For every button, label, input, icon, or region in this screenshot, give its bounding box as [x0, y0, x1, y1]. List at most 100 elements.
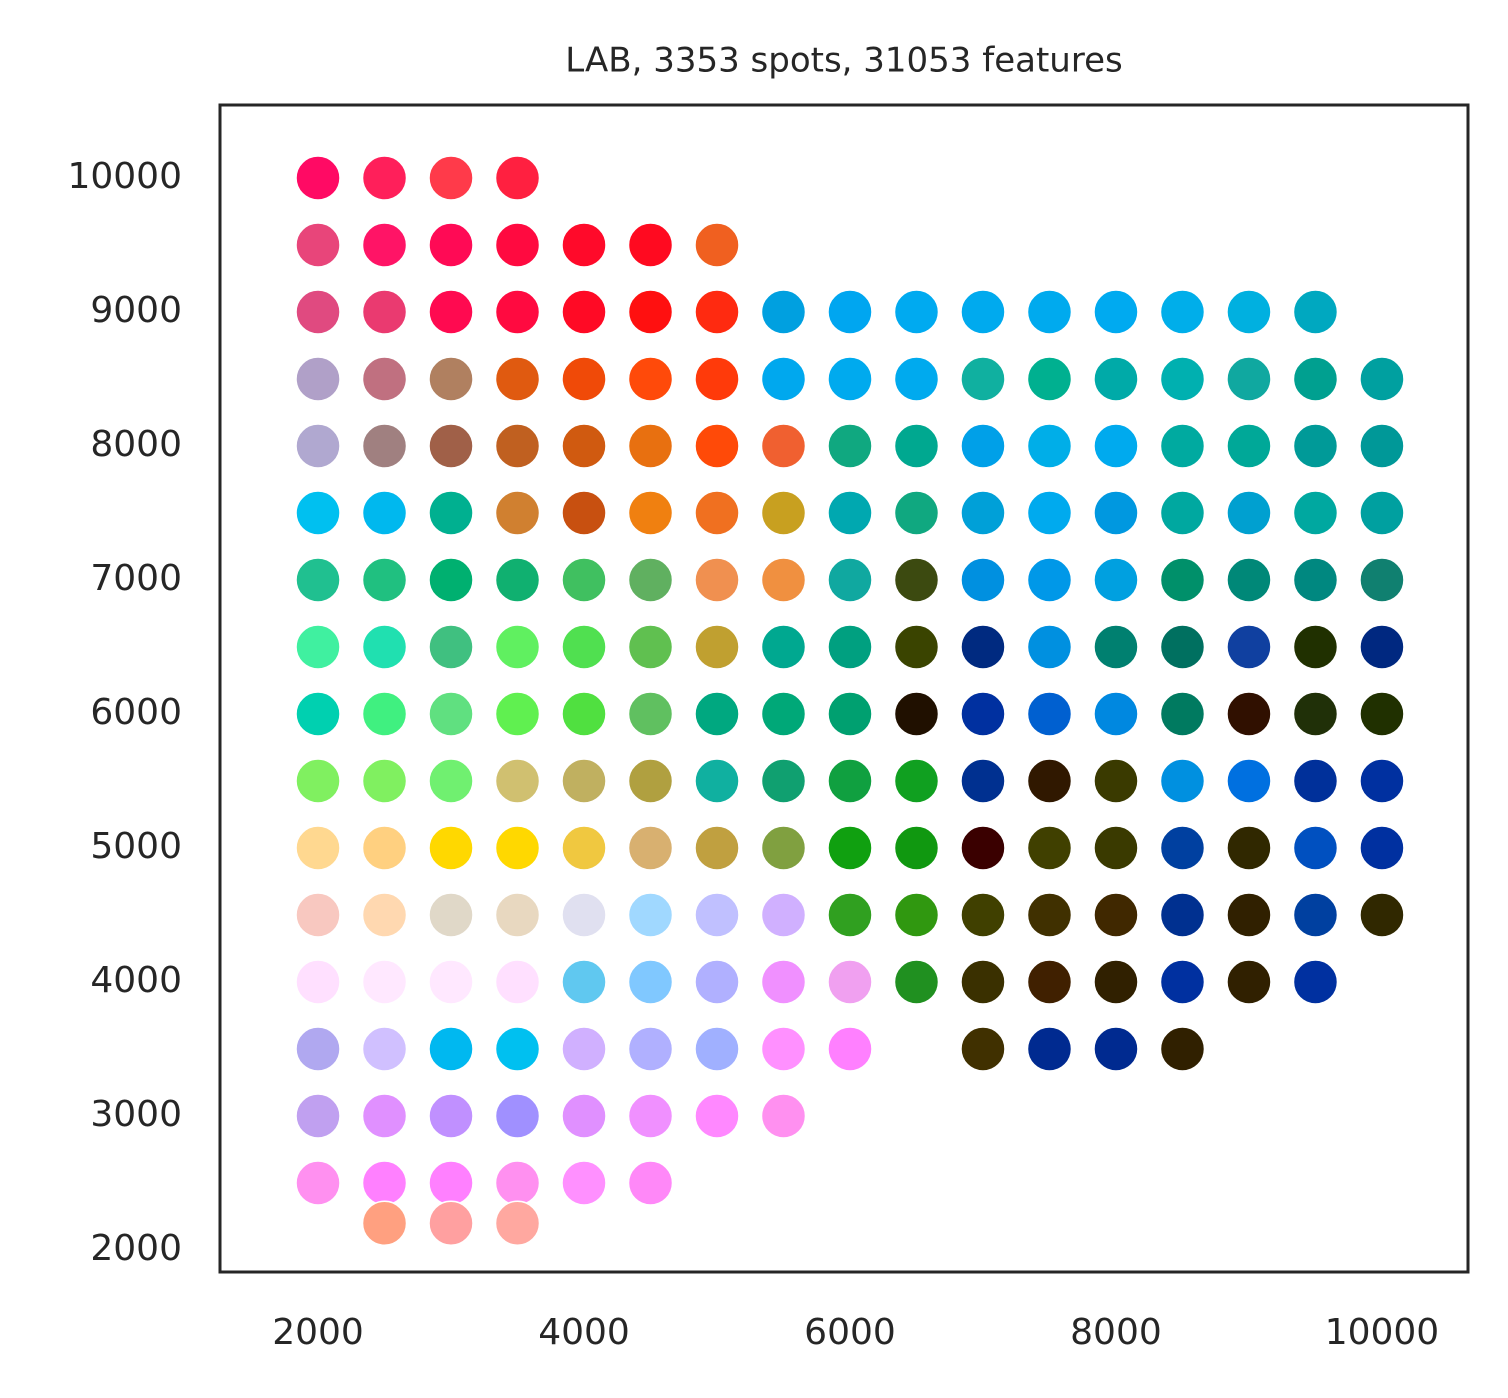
spot [627, 557, 674, 603]
spot [428, 222, 474, 268]
spot [827, 557, 873, 603]
spot [760, 356, 807, 402]
chart-title: LAB, 3353 spots, 31053 features [565, 41, 1122, 81]
spot [561, 423, 607, 469]
spot [694, 892, 740, 938]
spot [760, 892, 807, 938]
spot [760, 825, 807, 871]
spot [361, 624, 408, 670]
spot [627, 624, 674, 670]
spot [827, 1026, 873, 1072]
spot [893, 758, 940, 804]
spot [1159, 959, 1206, 1005]
spot [428, 356, 474, 402]
spot [1026, 1026, 1073, 1072]
spot [827, 758, 873, 804]
spot [295, 825, 341, 871]
spot [893, 624, 940, 670]
spot [561, 289, 607, 335]
spot [295, 1026, 341, 1072]
spot [494, 155, 541, 201]
spot [428, 1026, 474, 1072]
spot [760, 490, 807, 536]
spot [960, 356, 1006, 402]
spot [694, 1026, 740, 1072]
spot [494, 892, 541, 938]
x-tick-label: 8000 [1070, 1312, 1162, 1353]
spot [494, 356, 541, 402]
spot [893, 289, 940, 335]
spot [1226, 624, 1272, 670]
spot [361, 1200, 408, 1246]
spot [1026, 289, 1073, 335]
spot [428, 1093, 474, 1139]
spot [295, 959, 341, 1005]
spot [694, 959, 740, 1005]
spot [1159, 825, 1206, 871]
spot [361, 1160, 408, 1206]
spot [827, 825, 873, 871]
spot [1159, 356, 1206, 402]
spot [1093, 959, 1139, 1005]
x-tick-label: 10000 [1325, 1312, 1440, 1353]
spot [694, 289, 740, 335]
spot [960, 959, 1006, 1005]
spot [1292, 892, 1339, 938]
spot [1292, 423, 1339, 469]
spot [960, 490, 1006, 536]
spot [1026, 423, 1073, 469]
spot [627, 1093, 674, 1139]
spot [694, 490, 740, 536]
spot [295, 1093, 341, 1139]
spot [1159, 490, 1206, 536]
spot [361, 825, 408, 871]
spot [295, 557, 341, 603]
spot [1093, 490, 1139, 536]
spot [428, 959, 474, 1005]
spot [694, 758, 740, 804]
spot [1292, 691, 1339, 737]
spot [1159, 624, 1206, 670]
spot [960, 557, 1006, 603]
spot [295, 423, 341, 469]
spot [1359, 423, 1405, 469]
spot [960, 289, 1006, 335]
spot [1359, 825, 1405, 871]
spot [1359, 356, 1405, 402]
x-tick-label: 6000 [804, 1312, 896, 1353]
spot [561, 557, 607, 603]
spot [295, 892, 341, 938]
spot [428, 1200, 474, 1246]
spot [627, 892, 674, 938]
spot [561, 222, 607, 268]
spot [1359, 758, 1405, 804]
spot [960, 691, 1006, 737]
spot [760, 423, 807, 469]
spot [561, 1093, 607, 1139]
spot [694, 1093, 740, 1139]
spot [561, 1160, 607, 1206]
spot [1226, 758, 1272, 804]
spot [361, 222, 408, 268]
spot [428, 490, 474, 536]
spot [295, 490, 341, 536]
spot [1292, 624, 1339, 670]
spot [494, 691, 541, 737]
spot [694, 624, 740, 670]
spot [1093, 758, 1139, 804]
spot [428, 557, 474, 603]
spot [627, 959, 674, 1005]
spot [494, 825, 541, 871]
spot [627, 490, 674, 536]
spot [1159, 289, 1206, 335]
spot [760, 758, 807, 804]
spot [627, 423, 674, 469]
spot [827, 356, 873, 402]
spot [1226, 490, 1272, 536]
spot [494, 557, 541, 603]
spot [893, 356, 940, 402]
spot [1093, 356, 1139, 402]
spot [561, 959, 607, 1005]
spot [627, 1026, 674, 1072]
spot [494, 758, 541, 804]
